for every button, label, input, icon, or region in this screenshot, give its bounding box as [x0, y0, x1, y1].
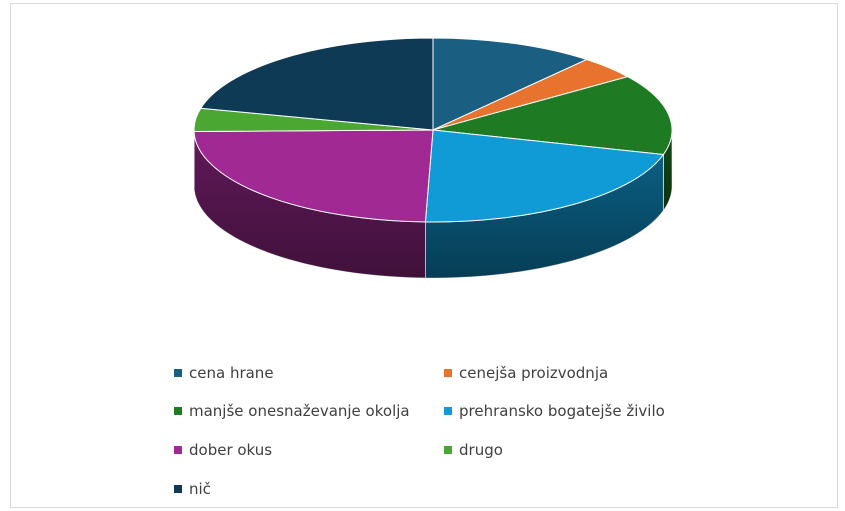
pie-sides [193, 129, 673, 279]
pie-slice-nic [199, 37, 434, 131]
pie-slice-prehransko-bogatejse-zivilo [424, 129, 665, 223]
pie-slice-manjse-onesnazevanje-okolja [432, 76, 673, 156]
pie-slice-dober-okus [193, 129, 434, 223]
pie-top [193, 37, 673, 223]
pie-slice-cena-hrane [432, 37, 589, 131]
pie-side-shade-prehransko-bogatejse-zivilo [425, 154, 664, 278]
pie-side-shade-dober-okus [194, 131, 426, 278]
pie-side-shade-manjse-onesnazevanje-okolja [663, 130, 672, 211]
